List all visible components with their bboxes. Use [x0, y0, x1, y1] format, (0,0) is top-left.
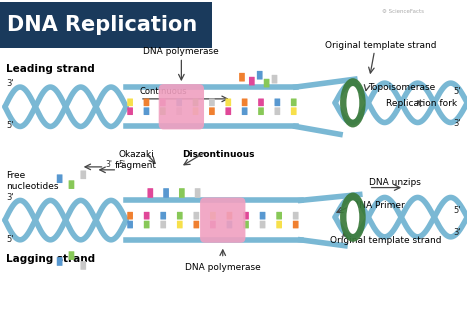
FancyBboxPatch shape [144, 107, 149, 115]
FancyBboxPatch shape [160, 107, 166, 115]
FancyBboxPatch shape [160, 221, 166, 228]
Text: Free
nucleotides: Free nucleotides [6, 171, 58, 191]
FancyBboxPatch shape [193, 107, 199, 115]
FancyBboxPatch shape [226, 99, 231, 106]
FancyBboxPatch shape [293, 221, 299, 228]
FancyBboxPatch shape [209, 107, 215, 115]
FancyBboxPatch shape [160, 99, 166, 106]
FancyBboxPatch shape [264, 79, 270, 87]
Text: 5': 5' [6, 121, 13, 130]
Text: 3': 3' [6, 79, 14, 87]
Text: 5': 5' [454, 206, 461, 215]
FancyBboxPatch shape [144, 99, 149, 106]
FancyBboxPatch shape [243, 221, 249, 228]
FancyBboxPatch shape [195, 188, 201, 198]
FancyBboxPatch shape [81, 170, 86, 179]
FancyBboxPatch shape [272, 75, 277, 84]
FancyBboxPatch shape [144, 212, 149, 219]
FancyBboxPatch shape [160, 212, 166, 219]
FancyBboxPatch shape [276, 212, 282, 219]
FancyBboxPatch shape [239, 73, 245, 81]
FancyBboxPatch shape [291, 107, 297, 115]
Text: 3': 3' [454, 119, 461, 128]
FancyBboxPatch shape [193, 212, 199, 219]
FancyBboxPatch shape [147, 188, 153, 198]
FancyBboxPatch shape [227, 212, 232, 219]
FancyBboxPatch shape [69, 180, 74, 189]
Text: 5': 5' [6, 235, 13, 244]
FancyBboxPatch shape [226, 107, 231, 115]
FancyBboxPatch shape [291, 99, 297, 106]
FancyBboxPatch shape [127, 107, 133, 115]
FancyBboxPatch shape [242, 99, 247, 106]
Text: Lagging strand: Lagging strand [6, 253, 95, 264]
Ellipse shape [346, 200, 359, 234]
Text: Original template strand: Original template strand [330, 236, 442, 245]
FancyBboxPatch shape [210, 221, 216, 228]
FancyBboxPatch shape [274, 99, 280, 106]
FancyBboxPatch shape [242, 107, 247, 115]
FancyBboxPatch shape [177, 212, 182, 219]
FancyBboxPatch shape [258, 107, 264, 115]
FancyBboxPatch shape [227, 221, 232, 228]
FancyBboxPatch shape [210, 212, 216, 219]
Ellipse shape [346, 86, 359, 120]
FancyBboxPatch shape [209, 99, 215, 106]
Text: Leading strand: Leading strand [6, 64, 95, 74]
FancyBboxPatch shape [159, 84, 204, 129]
Text: Original template strand: Original template strand [325, 41, 437, 50]
FancyBboxPatch shape [176, 107, 182, 115]
Text: Topoisomerase: Topoisomerase [368, 83, 435, 92]
FancyBboxPatch shape [57, 174, 63, 183]
Text: RNA Primer: RNA Primer [353, 201, 405, 210]
Text: Okazaki
fragment: Okazaki fragment [115, 150, 157, 169]
Ellipse shape [340, 78, 365, 128]
FancyBboxPatch shape [276, 221, 282, 228]
Text: ⚙ ScienceFacts: ⚙ ScienceFacts [383, 9, 424, 14]
FancyBboxPatch shape [274, 107, 280, 115]
FancyBboxPatch shape [176, 99, 182, 106]
Text: Replication fork: Replication fork [386, 99, 457, 108]
FancyBboxPatch shape [249, 77, 255, 86]
FancyBboxPatch shape [258, 99, 264, 106]
Text: DNA Replication: DNA Replication [7, 15, 197, 35]
FancyBboxPatch shape [260, 221, 265, 228]
Text: DNA polymerase: DNA polymerase [185, 264, 261, 273]
FancyBboxPatch shape [0, 2, 212, 48]
Text: 3': 3' [105, 160, 112, 169]
FancyBboxPatch shape [193, 99, 199, 106]
Ellipse shape [340, 192, 365, 242]
Text: 5': 5' [118, 160, 125, 169]
FancyBboxPatch shape [57, 257, 63, 266]
Text: Continuous: Continuous [140, 87, 188, 96]
FancyBboxPatch shape [179, 188, 185, 198]
FancyBboxPatch shape [144, 221, 149, 228]
FancyBboxPatch shape [127, 212, 133, 219]
Text: 3': 3' [454, 228, 461, 238]
FancyBboxPatch shape [260, 212, 265, 219]
FancyBboxPatch shape [163, 188, 169, 198]
Text: DNA polymerase: DNA polymerase [144, 47, 219, 57]
FancyBboxPatch shape [200, 197, 246, 243]
Text: DNA unzips: DNA unzips [369, 178, 420, 187]
FancyBboxPatch shape [177, 221, 182, 228]
Text: Discontinuous: Discontinuous [182, 150, 255, 159]
FancyBboxPatch shape [193, 221, 199, 228]
FancyBboxPatch shape [127, 99, 133, 106]
FancyBboxPatch shape [127, 221, 133, 228]
FancyBboxPatch shape [69, 251, 74, 260]
FancyBboxPatch shape [81, 261, 86, 270]
FancyBboxPatch shape [243, 212, 249, 219]
FancyBboxPatch shape [257, 71, 263, 80]
Text: 3': 3' [6, 193, 14, 202]
FancyBboxPatch shape [293, 212, 299, 219]
Text: 5': 5' [454, 87, 461, 96]
